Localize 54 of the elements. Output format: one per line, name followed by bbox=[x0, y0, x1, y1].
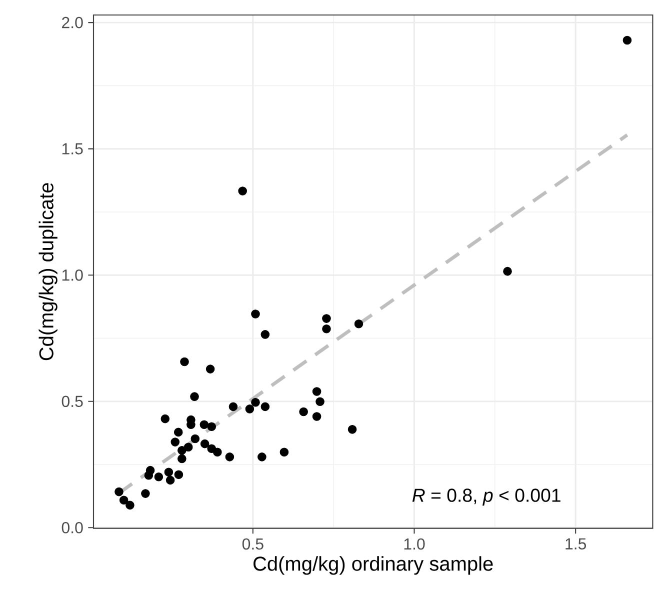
annotation: R = 0.8, p < 0.001 bbox=[412, 488, 560, 506]
point bbox=[154, 472, 164, 482]
point bbox=[174, 470, 184, 480]
point bbox=[144, 470, 154, 480]
point bbox=[354, 319, 364, 328]
point bbox=[348, 425, 357, 434]
point bbox=[213, 448, 222, 457]
point bbox=[178, 446, 186, 455]
point bbox=[184, 442, 193, 452]
point bbox=[299, 407, 308, 416]
point bbox=[180, 357, 189, 366]
point bbox=[260, 402, 270, 412]
point bbox=[251, 310, 260, 318]
point bbox=[207, 422, 216, 432]
x-tick-label: 0.5 bbox=[242, 538, 264, 550]
point bbox=[322, 314, 331, 323]
point bbox=[312, 412, 322, 421]
point bbox=[126, 500, 134, 510]
point bbox=[114, 487, 124, 496]
point bbox=[245, 404, 254, 414]
point bbox=[622, 36, 632, 45]
point bbox=[258, 452, 266, 462]
point bbox=[119, 496, 128, 505]
x-tick-label: 1.0 bbox=[404, 538, 425, 550]
point bbox=[228, 402, 238, 412]
point bbox=[225, 452, 234, 462]
y-tick-label: 2.0 bbox=[62, 16, 83, 28]
y-tick-label: 1.0 bbox=[62, 269, 83, 281]
point bbox=[160, 414, 170, 424]
point bbox=[322, 324, 331, 334]
x-tick-label: 1.5 bbox=[566, 538, 586, 550]
point bbox=[251, 398, 260, 407]
point bbox=[141, 489, 150, 498]
point bbox=[190, 392, 199, 401]
point bbox=[190, 434, 200, 444]
point bbox=[164, 468, 174, 476]
point bbox=[200, 420, 209, 430]
point bbox=[166, 476, 175, 485]
point bbox=[200, 439, 210, 448]
point bbox=[170, 438, 180, 446]
y-tick-label: 1.5 bbox=[62, 143, 83, 154]
y-tick-label: 0.0 bbox=[62, 522, 83, 534]
point bbox=[238, 186, 247, 196]
point bbox=[206, 364, 215, 374]
point bbox=[260, 330, 270, 339]
point bbox=[312, 387, 322, 396]
point bbox=[178, 454, 186, 464]
point bbox=[280, 448, 289, 457]
y-tick-label: 0.5 bbox=[62, 396, 83, 408]
point bbox=[174, 428, 183, 437]
y-axis-title: Cd(mg/kg) duplicate bbox=[38, 183, 58, 360]
point bbox=[316, 397, 324, 406]
x-axis-title: Cd(mg/kg) ordinary sample bbox=[254, 556, 493, 575]
point bbox=[503, 266, 512, 276]
